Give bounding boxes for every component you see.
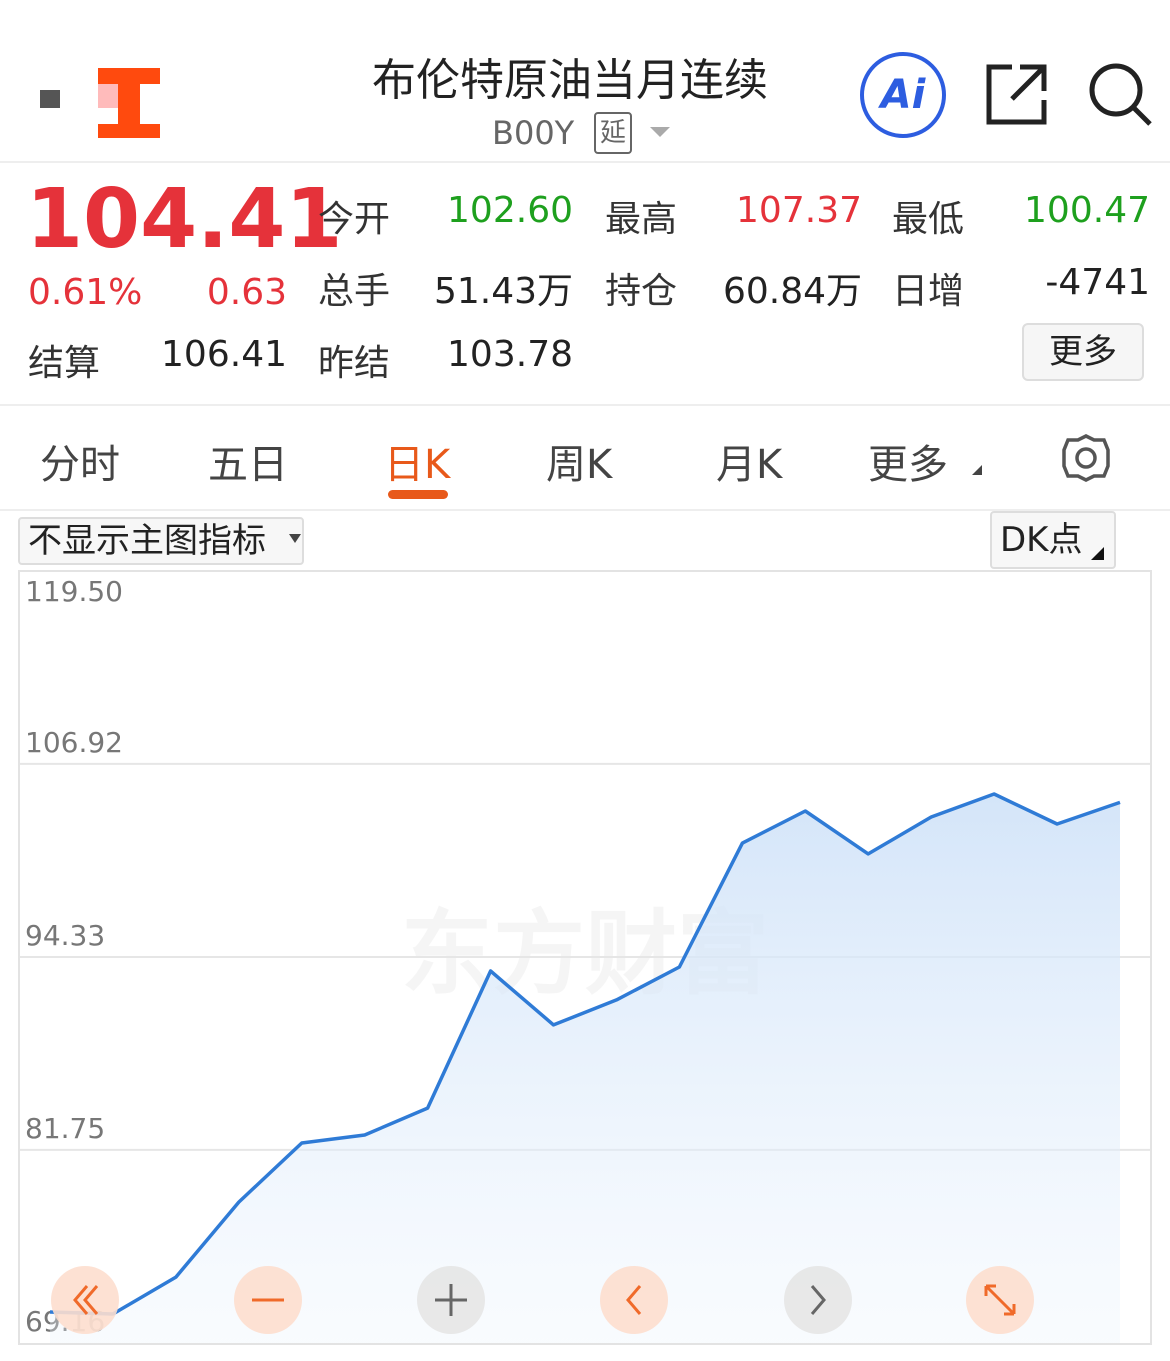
- change: 0.63: [206, 272, 287, 313]
- tab[interactable]: 分时: [40, 442, 120, 488]
- tab-active[interactable]: 日K: [384, 442, 451, 488]
- stat-label: 结算: [28, 343, 101, 384]
- select-arrow: [289, 534, 301, 543]
- y-tick-label: 106.92: [25, 726, 123, 759]
- divider: [0, 404, 1170, 406]
- zoom-out-button[interactable]: [234, 1266, 302, 1334]
- indicator-select[interactable]: 不显示主图指标: [18, 517, 304, 565]
- stat-value: -4741: [1045, 262, 1150, 303]
- stat-label: 持仓: [605, 271, 678, 312]
- stat-label: 昨结: [318, 343, 391, 384]
- price: 104.41: [26, 172, 343, 267]
- stat-value: 60.84万: [722, 271, 862, 312]
- stat-label: 今开: [318, 199, 391, 240]
- more-button[interactable]: 更多: [1022, 323, 1144, 381]
- stat-value: 107.37: [736, 190, 862, 231]
- tab[interactable]: 更多: [868, 442, 948, 488]
- y-tick-label: 81.75: [25, 1112, 105, 1145]
- tab[interactable]: 月K: [716, 442, 783, 488]
- back-icon[interactable]: [40, 90, 60, 108]
- logo: [98, 68, 160, 138]
- ai-button[interactable]: Ai: [860, 52, 946, 138]
- stat-label: 最高: [605, 199, 678, 240]
- settings-icon[interactable]: [1060, 432, 1112, 484]
- divider: [0, 509, 1170, 511]
- stat-value: 51.43万: [433, 271, 573, 312]
- tab-arrow: [972, 465, 982, 475]
- y-tick-label: 94.33: [25, 919, 105, 952]
- y-tick-label: 119.50: [25, 575, 123, 608]
- prev-button[interactable]: [600, 1266, 668, 1334]
- area: [50, 794, 1120, 1343]
- price-line: [49, 792, 1121, 1316]
- chart-frame: [18, 570, 1152, 1345]
- zoom-in-button[interactable]: [417, 1266, 485, 1334]
- stat-value: 102.60: [447, 190, 573, 231]
- dk-arrow: [1091, 547, 1104, 560]
- stat-label: 最低: [892, 199, 965, 240]
- title: 布伦特原油当月连续: [372, 55, 768, 106]
- share-icon[interactable]: [984, 62, 1050, 128]
- change-pct: 0.61%: [28, 272, 143, 313]
- stat-value: 100.47: [1024, 190, 1150, 231]
- stat-value: 103.78: [447, 334, 573, 375]
- tab[interactable]: 五日: [208, 442, 288, 488]
- dropdown-arrow[interactable]: [650, 125, 672, 139]
- delay-badge: 延: [594, 112, 632, 154]
- search-icon[interactable]: [1088, 62, 1154, 128]
- tab[interactable]: 周K: [546, 442, 613, 488]
- stat-label: 日增: [892, 271, 965, 312]
- fullscreen-button[interactable]: [966, 1266, 1034, 1334]
- stat-value: 106.41: [161, 334, 287, 375]
- next-button[interactable]: [784, 1266, 852, 1334]
- divider: [0, 161, 1170, 163]
- rewind-button[interactable]: [51, 1266, 119, 1334]
- tab-underline: [388, 490, 448, 499]
- stat-label: 总手: [318, 271, 391, 312]
- code: B00Y: [492, 114, 575, 152]
